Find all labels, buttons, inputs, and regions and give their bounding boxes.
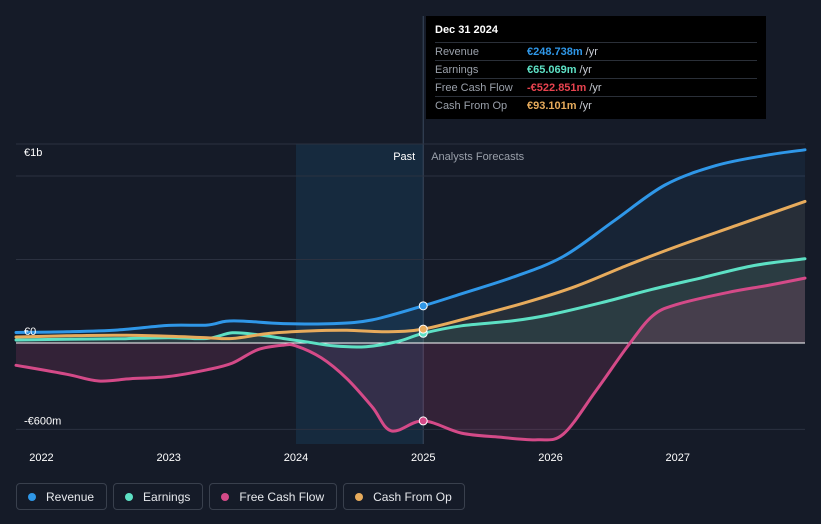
chart-legend: Revenue Earnings Free Cash Flow Cash From O… xyxy=(16,483,465,510)
tooltip-row-value: -€522.851m xyxy=(527,81,587,94)
cfo-marker xyxy=(418,324,428,334)
revenue-area xyxy=(16,149,805,343)
tooltip-row-unit: /yr xyxy=(579,99,592,112)
legend-label: Cash From Op xyxy=(373,489,452,504)
tooltip-row-label: Free Cash Flow xyxy=(435,81,513,94)
y-axis-label: -€600m xyxy=(24,415,61,427)
legend-label: Revenue xyxy=(46,489,95,504)
legend-item-revenue[interactable]: Revenue xyxy=(16,483,108,510)
y-axis-label: €0 xyxy=(24,326,36,338)
y-axis-labels: €1b €0 -€600m xyxy=(24,147,61,427)
x-axis-label: 2025 xyxy=(411,452,435,464)
cfo-area xyxy=(16,201,805,343)
data-tooltip: Dec 31 2024 Revenue €248.738m/yr Earnings €… xyxy=(426,16,766,119)
legend-dot-icon xyxy=(221,492,230,501)
tooltip-row: Cash From Op €93.101m/yr xyxy=(435,96,757,114)
tooltip-row-value: €93.101m xyxy=(527,99,577,112)
revenue-marker xyxy=(418,301,428,311)
tooltip-row-value: €65.069m xyxy=(527,63,577,76)
tooltip-row-label: Revenue xyxy=(435,45,480,58)
legend-dot-icon xyxy=(28,492,36,501)
y-axis-label: €1b xyxy=(24,147,42,159)
tooltip-row: Revenue €248.738m/yr xyxy=(435,42,757,60)
past-label: Past xyxy=(393,151,415,163)
legend-dot-icon xyxy=(125,492,134,501)
fcf-line xyxy=(14,276,807,442)
tooltip-row: Earnings €65.069m/yr xyxy=(435,60,757,78)
earnings-area xyxy=(16,258,805,347)
legend-label: Free Cash Flow xyxy=(239,489,325,504)
fcf-marker xyxy=(418,416,428,426)
forecast-label: Analysts Forecasts xyxy=(431,151,524,163)
legend-item-cash-from-op[interactable]: Cash From Op xyxy=(343,483,465,510)
tooltip-row-unit: /yr xyxy=(579,63,592,76)
legend-dot-icon xyxy=(355,492,364,501)
tooltip-row: Free Cash Flow -€522.851m/yr xyxy=(435,78,757,96)
tooltip-row-unit: /yr xyxy=(585,45,598,58)
tooltip-row-label: Cash From Op xyxy=(435,99,508,112)
highlight-markers xyxy=(418,301,428,426)
x-axis-label: 2026 xyxy=(538,452,562,464)
tooltip-date: Dec 31 2024 xyxy=(435,24,498,36)
x-axis-labels: 2022 2023 2024 2025 2026 2027 xyxy=(29,452,690,464)
cfo-line xyxy=(14,199,807,341)
legend-item-earnings[interactable]: Earnings xyxy=(113,483,204,510)
tooltip-row-unit: /yr xyxy=(589,81,602,94)
series-areas xyxy=(16,149,805,440)
x-axis-label: 2022 xyxy=(29,452,53,464)
fcf-area xyxy=(16,278,805,440)
x-axis-label: 2027 xyxy=(665,452,689,464)
legend-item-free-cash-flow[interactable]: Free Cash Flow xyxy=(209,483,338,510)
tooltip-row-value: €248.738m xyxy=(527,45,583,58)
series-lines xyxy=(14,148,807,442)
legend-label: Earnings xyxy=(143,489,191,504)
revenue-line xyxy=(14,148,807,334)
x-axis-label: 2023 xyxy=(156,452,180,464)
x-axis-label: 2024 xyxy=(284,452,308,464)
tooltip-row-label: Earnings xyxy=(435,63,479,76)
gridlines xyxy=(16,143,805,430)
